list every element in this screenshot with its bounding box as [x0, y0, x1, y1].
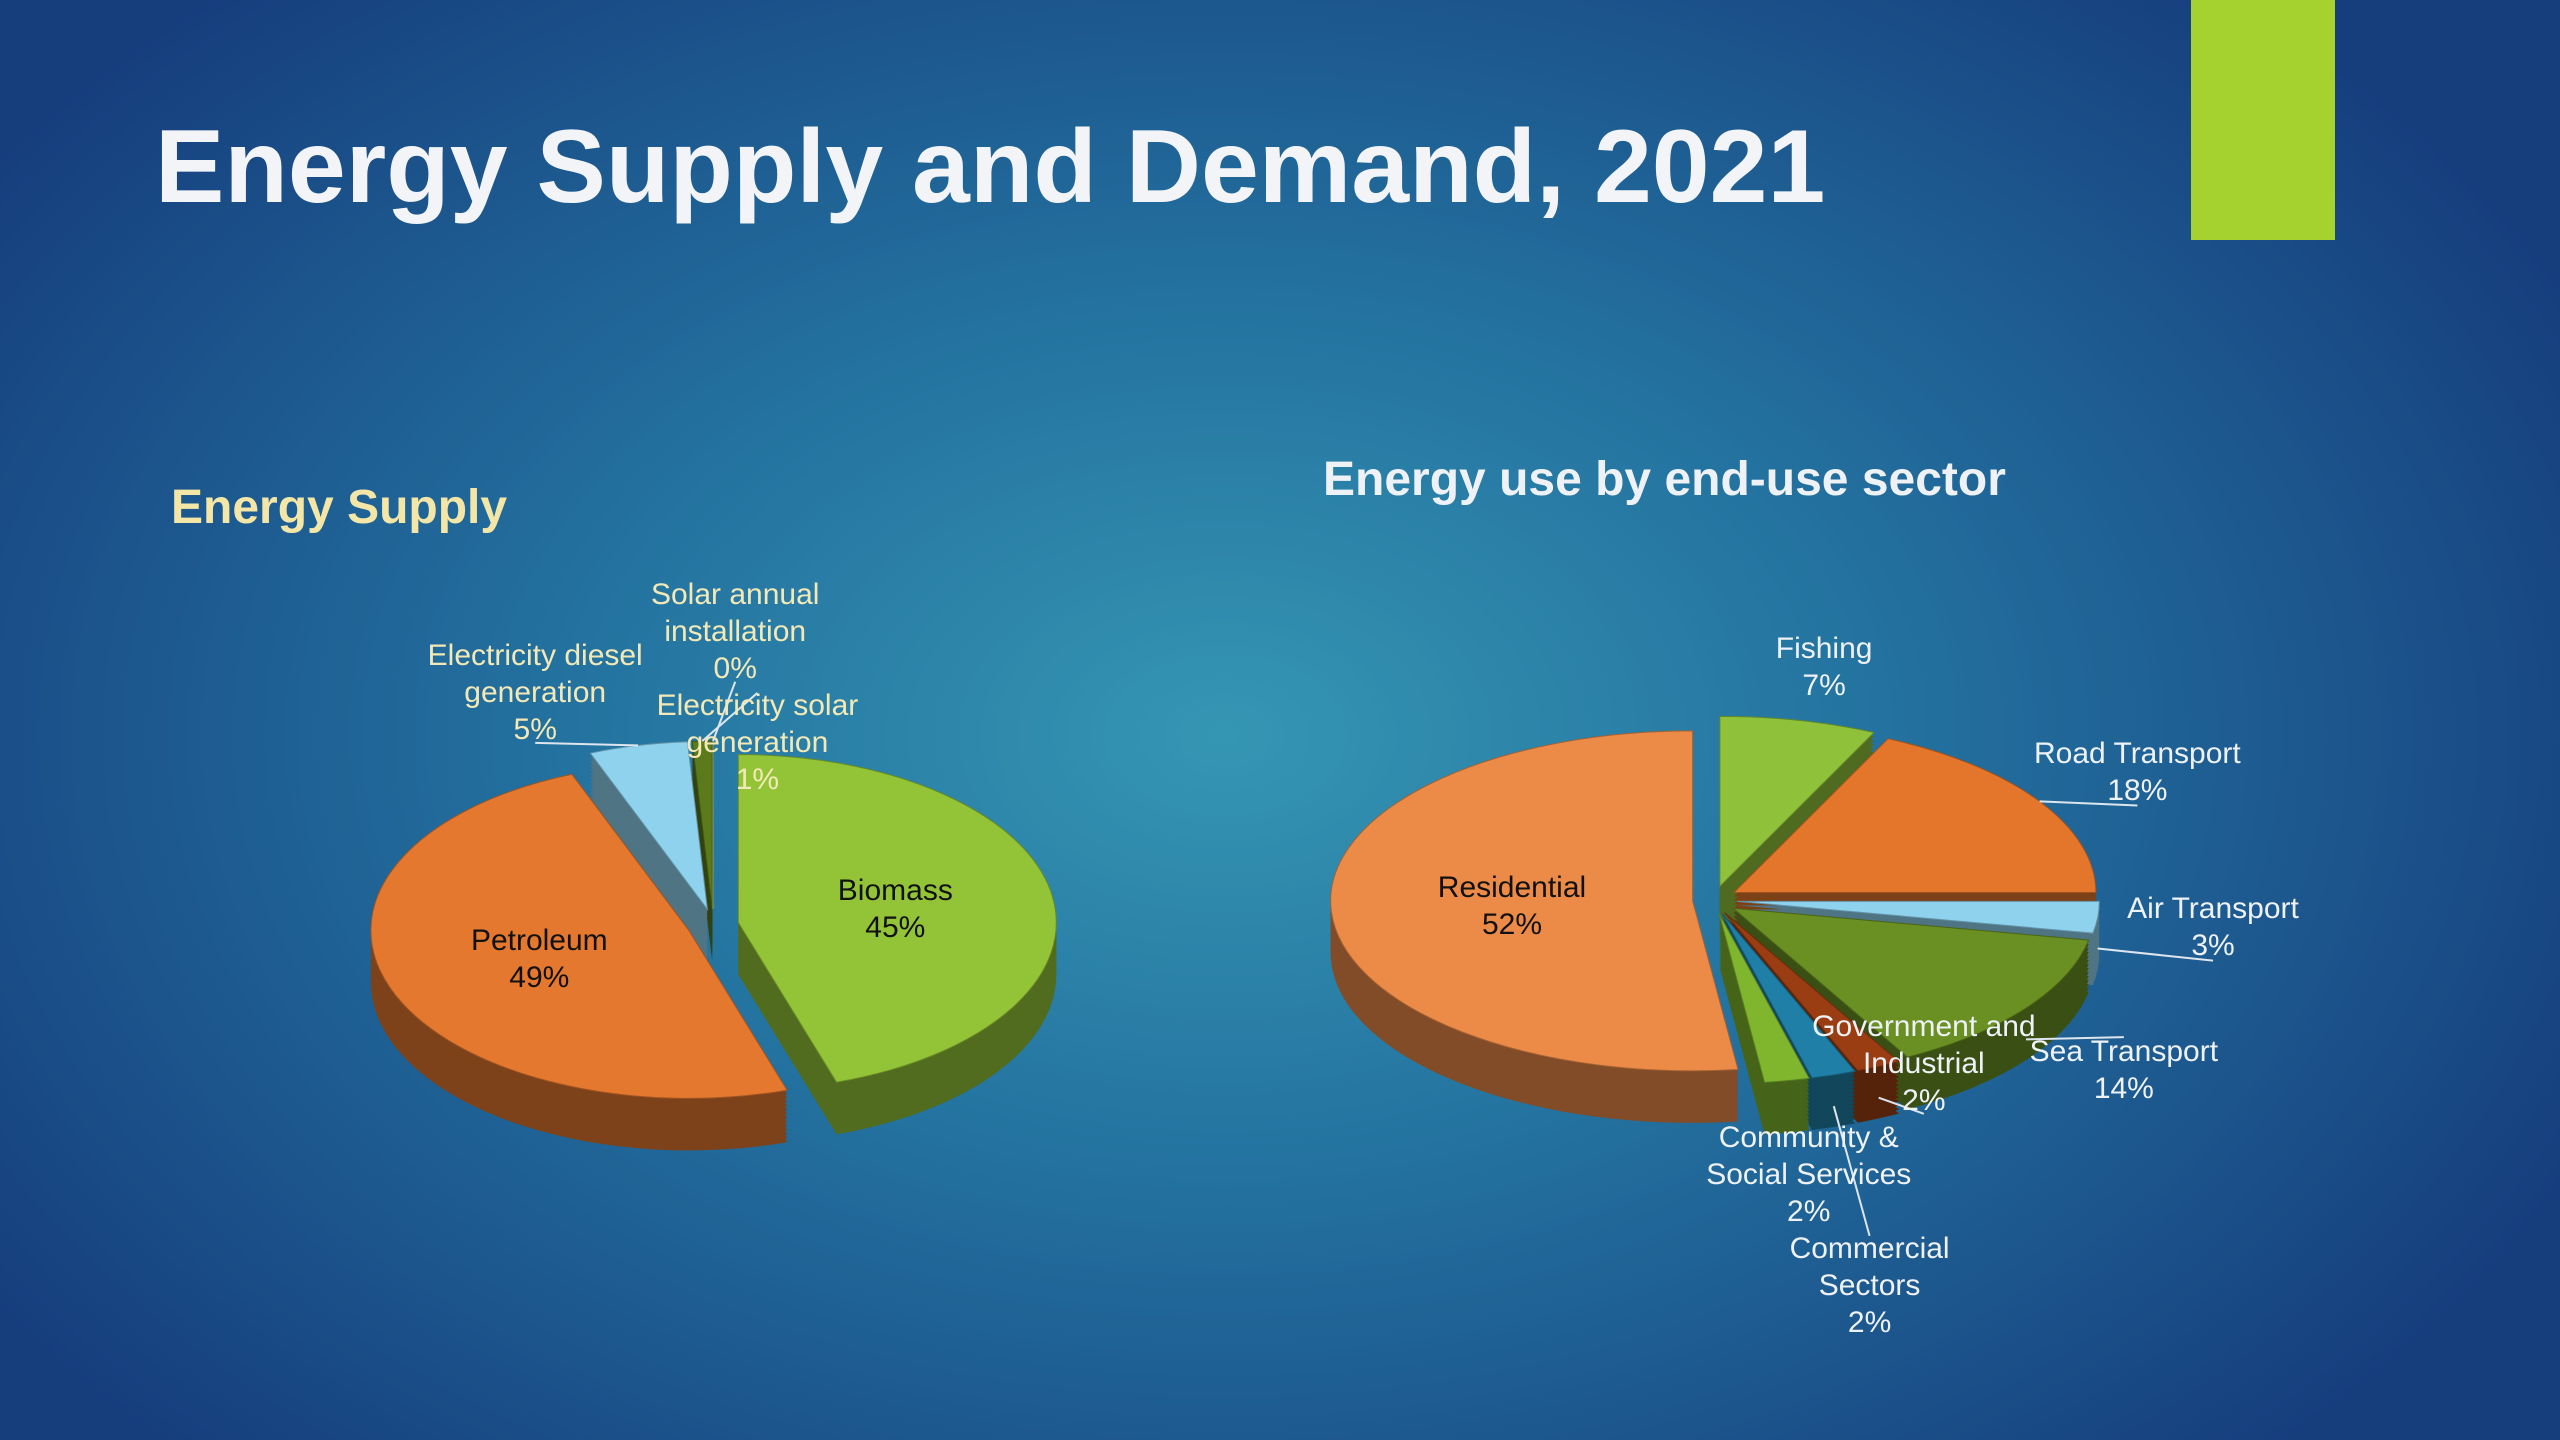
slice: [1330, 730, 1739, 1072]
slice: [1724, 912, 1900, 1072]
slice: [370, 773, 788, 1099]
value-label: 2%: [1787, 1195, 1831, 1229]
value-label: 2%: [1847, 1306, 1892, 1340]
category-label: Electricity diesel generation: [427, 639, 643, 710]
slice: [1737, 900, 2100, 934]
data-label: Government and Industrial 2%: [1809, 1008, 2039, 1119]
data-label: Air Transport 3%: [2098, 890, 2328, 964]
data-label: Fishing 7%: [1709, 630, 1939, 704]
value-label: 0%: [713, 652, 757, 686]
leader-line: [1878, 1096, 1925, 1115]
slice: [1731, 907, 2090, 1058]
value-label: 7%: [1802, 669, 1846, 703]
accent-bar: [2191, 0, 2335, 240]
value-label: 49%: [509, 960, 570, 994]
leader-line: [2097, 947, 2214, 962]
slice: [1719, 715, 1876, 888]
category-label: Commercial Sectors: [1789, 1232, 1950, 1303]
category-label: Road Transport: [2033, 737, 2241, 771]
category-label: Electricity solar generation: [656, 689, 859, 760]
chart-title: Energy Supply: [171, 481, 508, 534]
value-label: 2%: [1902, 1084, 1946, 1118]
leader-line: [535, 741, 639, 747]
slice: [589, 741, 709, 912]
data-label: Road Transport 18%: [2022, 735, 2252, 809]
slice: [1718, 913, 1811, 1083]
chart-title: Energy use by end-use sector: [1323, 453, 2006, 506]
data-label: Solar annual installation 0%: [620, 576, 850, 687]
data-label: Biomass 45%: [780, 872, 1010, 946]
category-label: Air Transport: [2127, 892, 2299, 926]
category-label: Community & Social Services: [1706, 1121, 1912, 1192]
leader-line: [701, 692, 759, 742]
data-label: Community & Social Services 2%: [1694, 1119, 1924, 1230]
category-label: Sea Transport: [2029, 1035, 2219, 1069]
data-label: Electricity diesel generation 5%: [420, 637, 650, 748]
category-label: Residential: [1437, 871, 1587, 905]
value-label: 5%: [513, 713, 557, 747]
data-label: Petroleum 49%: [424, 922, 654, 996]
category-label: Solar annual installation: [650, 578, 820, 649]
value-label: 1%: [735, 763, 780, 797]
slice: [737, 753, 1057, 1083]
value-label: 52%: [1481, 908, 1543, 942]
slide-title: Energy Supply and Demand, 2021: [155, 109, 1826, 225]
category-label: Petroleum: [470, 923, 608, 957]
value-label: 18%: [2107, 774, 2168, 808]
data-label: Electricity solar generation 1%: [642, 687, 872, 798]
value-label: 14%: [2093, 1072, 2154, 1106]
value-label: 45%: [865, 911, 926, 945]
category-label: Fishing: [1775, 632, 1873, 666]
data-label: Residential 52%: [1397, 869, 1627, 943]
slice: [1721, 912, 1857, 1079]
category-label: Government and Industrial: [1812, 1010, 2036, 1081]
data-label: Commercial Sectors 2%: [1755, 1230, 1985, 1341]
leader-line: [2039, 800, 2138, 807]
leader-line: [2025, 1036, 2124, 1041]
leader-line: [712, 681, 737, 742]
category-label: Biomass: [837, 874, 953, 908]
data-label: Sea Transport 14%: [2009, 1033, 2239, 1107]
leader-line: [1832, 1105, 1871, 1237]
value-label: 3%: [2191, 929, 2235, 963]
